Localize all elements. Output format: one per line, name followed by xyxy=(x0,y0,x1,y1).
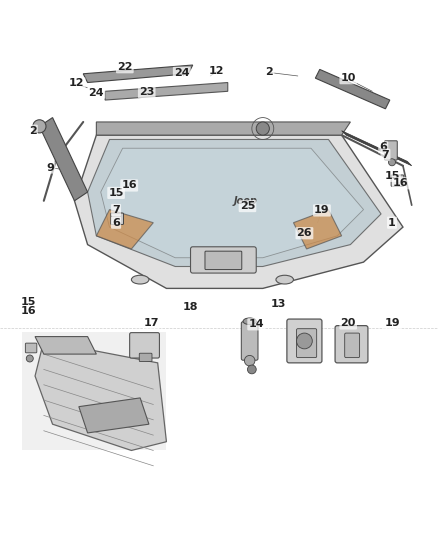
Text: 6: 6 xyxy=(112,217,120,228)
Polygon shape xyxy=(22,332,166,450)
Text: 25: 25 xyxy=(240,201,255,211)
Text: 16: 16 xyxy=(393,178,409,188)
Text: 19: 19 xyxy=(384,318,400,328)
Circle shape xyxy=(297,333,312,349)
FancyBboxPatch shape xyxy=(335,326,368,363)
Text: Jeep: Jeep xyxy=(233,196,257,206)
Text: 16: 16 xyxy=(121,181,137,190)
Circle shape xyxy=(389,159,396,166)
FancyBboxPatch shape xyxy=(191,247,256,273)
Text: 24: 24 xyxy=(174,68,190,78)
Text: 7: 7 xyxy=(112,205,120,215)
Text: 23: 23 xyxy=(139,87,155,97)
Circle shape xyxy=(256,122,269,135)
Text: 12: 12 xyxy=(209,66,225,76)
Ellipse shape xyxy=(243,318,256,325)
Polygon shape xyxy=(342,131,412,166)
FancyBboxPatch shape xyxy=(297,329,317,358)
Polygon shape xyxy=(293,209,342,249)
Circle shape xyxy=(247,365,256,374)
FancyBboxPatch shape xyxy=(345,333,360,358)
Polygon shape xyxy=(39,118,88,201)
FancyBboxPatch shape xyxy=(287,319,322,363)
Circle shape xyxy=(33,120,46,133)
Text: 26: 26 xyxy=(297,228,312,238)
FancyBboxPatch shape xyxy=(139,353,152,361)
Polygon shape xyxy=(88,140,381,266)
Polygon shape xyxy=(315,69,390,109)
Text: 18: 18 xyxy=(183,302,198,312)
FancyBboxPatch shape xyxy=(205,251,242,270)
FancyBboxPatch shape xyxy=(241,322,258,360)
Circle shape xyxy=(244,356,255,366)
Text: 2: 2 xyxy=(29,126,37,136)
Circle shape xyxy=(26,355,33,362)
Text: 14: 14 xyxy=(248,319,264,329)
Polygon shape xyxy=(83,65,193,83)
Text: 22: 22 xyxy=(117,62,133,72)
Text: 13: 13 xyxy=(270,298,286,309)
Text: 16: 16 xyxy=(21,306,36,316)
FancyBboxPatch shape xyxy=(391,175,404,187)
Polygon shape xyxy=(96,209,153,249)
Polygon shape xyxy=(96,122,350,135)
Ellipse shape xyxy=(131,275,149,284)
Text: 10: 10 xyxy=(340,73,356,83)
FancyBboxPatch shape xyxy=(385,141,397,160)
FancyBboxPatch shape xyxy=(130,333,159,358)
Ellipse shape xyxy=(276,275,293,284)
Text: 15: 15 xyxy=(108,188,124,198)
Polygon shape xyxy=(105,83,228,100)
Text: 6: 6 xyxy=(379,142,387,152)
Text: 1: 1 xyxy=(388,217,396,228)
Polygon shape xyxy=(35,336,96,354)
Polygon shape xyxy=(79,398,149,433)
Text: 12: 12 xyxy=(69,78,85,88)
Text: 19: 19 xyxy=(314,205,330,215)
Polygon shape xyxy=(35,341,166,450)
Text: 15: 15 xyxy=(384,171,400,181)
Text: 9: 9 xyxy=(46,163,54,173)
Text: 15: 15 xyxy=(21,296,36,306)
Text: 17: 17 xyxy=(143,318,159,328)
Polygon shape xyxy=(101,148,364,258)
Text: 24: 24 xyxy=(88,87,104,98)
Text: 7: 7 xyxy=(381,150,389,160)
Text: 2: 2 xyxy=(265,67,273,77)
FancyBboxPatch shape xyxy=(25,343,37,353)
Text: 20: 20 xyxy=(340,318,356,328)
FancyBboxPatch shape xyxy=(111,213,124,224)
Polygon shape xyxy=(74,135,403,288)
